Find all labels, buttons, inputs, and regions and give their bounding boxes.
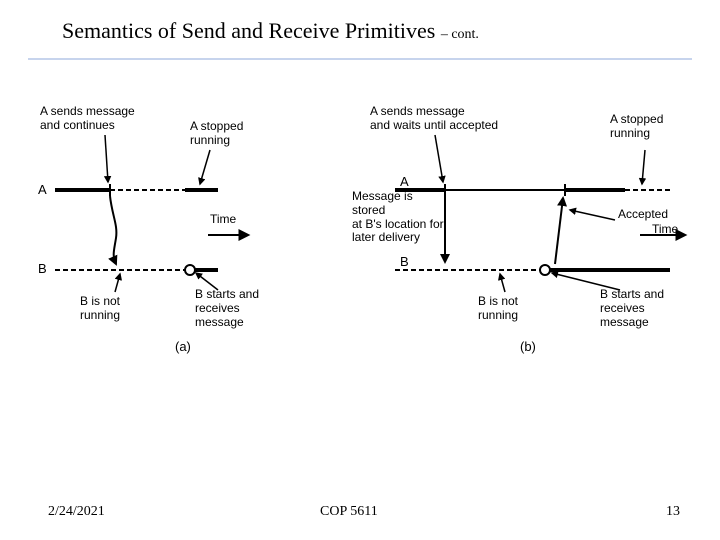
label-B-right: B (400, 255, 409, 270)
footer-course: COP 5611 (320, 504, 378, 520)
label-msg-stored: Message is stored at B's location for la… (352, 190, 444, 245)
label-B-left: B (38, 262, 47, 277)
label-b-not-running-left: B is not running (80, 295, 120, 323)
label-A-left: A (38, 183, 47, 198)
label-b-starts-right: B starts and receives message (600, 288, 664, 329)
footer-page: 13 (666, 504, 680, 520)
caption-a: (a) (175, 340, 191, 355)
caption-b: (b) (520, 340, 536, 355)
label-time-left: Time (210, 213, 236, 227)
label-a-sends-left: A sends message and continues (40, 105, 135, 133)
diagram-svg (0, 0, 720, 540)
label-b-not-running-right: B is not running (478, 295, 518, 323)
footer-date: 2/24/2021 (48, 504, 105, 520)
label-A-right: A (400, 175, 409, 190)
label-a-sends-right: A sends message and waits until accepted (370, 105, 498, 133)
label-a-stopped-left: A stopped running (190, 120, 243, 148)
label-time-right: Time (652, 223, 678, 237)
label-a-stopped-right: A stopped running (610, 113, 663, 141)
label-b-starts-left: B starts and receives message (195, 288, 259, 329)
label-accepted: Accepted (618, 208, 668, 222)
